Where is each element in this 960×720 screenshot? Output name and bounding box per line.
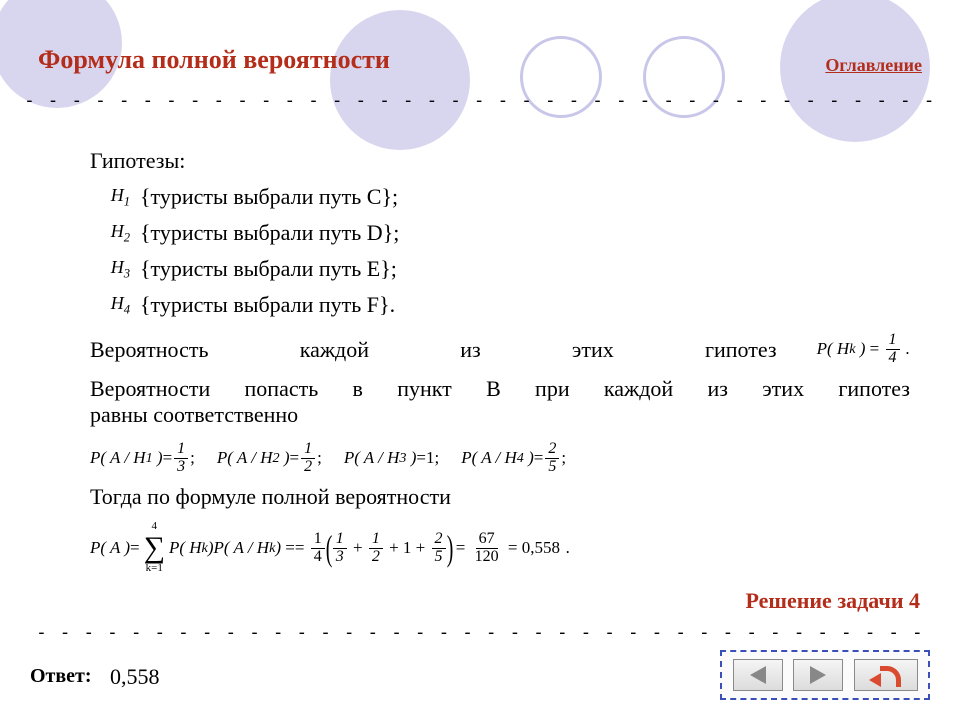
hypothesis-symbol: H1 <box>90 182 130 211</box>
nav-return-button[interactable] <box>854 659 918 691</box>
cond-prob: P( A / H3 ) = 1; <box>344 446 439 471</box>
divider-bottom: - - - - - - - - - - - - - - - - - - - - … <box>36 622 920 643</box>
total-prob-expr: P( A ) =4∑k=1P( Hk )P( A / Hk ) == 14(13… <box>90 519 910 576</box>
hypothesis-row: H1 {туристы выбрали путь C}; <box>90 181 910 213</box>
then-text: Тогда по формуле полной вероятности <box>90 481 910 513</box>
nav-next-button[interactable] <box>793 659 843 691</box>
decor-circle <box>330 10 470 150</box>
hypothesis-text: {туристы выбрали путь F}. <box>140 289 395 321</box>
page-title: Формула полной вероятности <box>38 45 390 75</box>
prob-each-line: Вероятность каждой из этих гипотез P( Hk… <box>90 332 910 367</box>
hypothesis-row: H4 {туристы выбрали путь F}. <box>90 289 910 321</box>
nav-prev-button[interactable] <box>733 659 783 691</box>
hypothesis-symbol: H3 <box>90 254 130 283</box>
solve-label: Решение задачи 4 <box>745 588 920 614</box>
hypothesis-row: H2 {туристы выбрали путь D}; <box>90 217 910 249</box>
hypothesis-symbol: H2 <box>90 218 130 247</box>
cond-row: P( A / H1 ) = 13; P( A / H2 ) = 12; P( A /… <box>90 441 910 476</box>
answer-label: Ответ: <box>30 665 92 688</box>
hypotheses-list: H1 {туристы выбрали путь C}; H2 {туристы вы… <box>90 181 910 321</box>
toc-link[interactable]: Оглавление <box>825 55 922 76</box>
arrow-left-icon <box>750 666 766 684</box>
arrow-right-icon <box>810 666 826 684</box>
divider-top: - - - - - - - - - - - - - - - - - - - - … <box>24 90 936 111</box>
content-area: Гипотезы: H1 {туристы выбрали путь C}; H2 {… <box>90 145 910 577</box>
hypothesis-row: H3 {туристы выбрали путь E}; <box>90 253 910 285</box>
hypotheses-label: Гипотезы: <box>90 145 910 177</box>
return-icon <box>871 664 901 686</box>
hypothesis-text: {туристы выбрали путь E}; <box>140 253 397 285</box>
cond-prob: P( A / H2 ) = 12; <box>217 441 322 476</box>
hypothesis-symbol: H4 <box>90 290 130 319</box>
answer-value: 0,558 <box>110 664 160 690</box>
cond-prob: P( A / H4 ) = 25; <box>461 441 566 476</box>
hypothesis-text: {туристы выбрали путь D}; <box>140 217 399 249</box>
cond-prob: P( A / H1 ) = 13; <box>90 441 195 476</box>
prob-each-text: Вероятность каждой из этих гипотез <box>90 334 817 366</box>
hypothesis-text: {туристы выбрали путь C}; <box>140 181 398 213</box>
nav-box <box>720 650 930 700</box>
p-hk-expr: P( Hk ) = 14 . <box>817 332 910 367</box>
